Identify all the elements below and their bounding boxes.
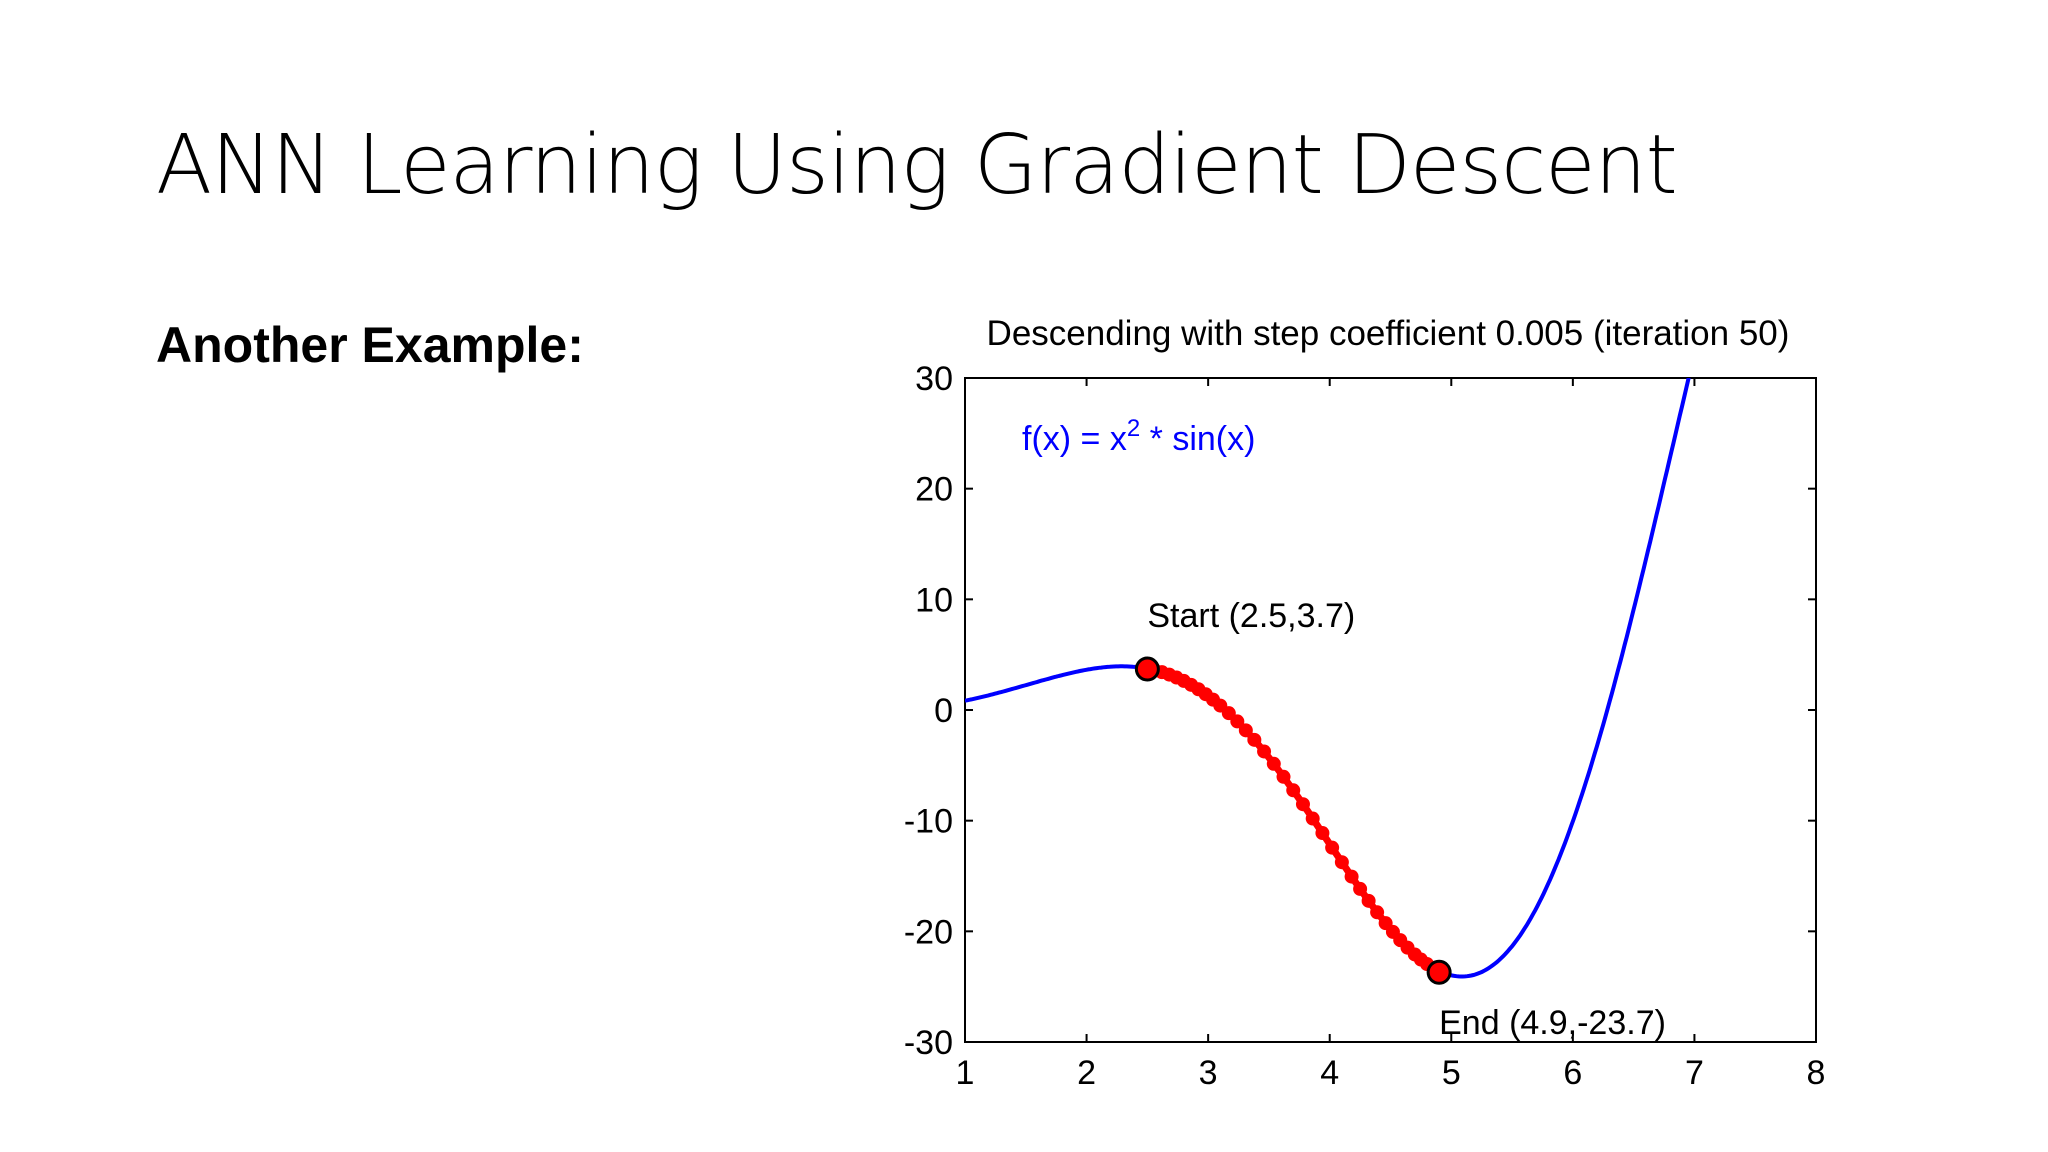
- start-label: Start (2.5,3.7): [1147, 597, 1355, 635]
- descent-step-marker: [1286, 783, 1301, 798]
- y-tick-label: 10: [915, 581, 953, 619]
- function-label-prefix: f(x) = x: [1022, 420, 1127, 458]
- descent-step-marker: [1325, 840, 1340, 855]
- descent-step-marker: [1230, 714, 1245, 729]
- y-tick-label: 30: [915, 360, 953, 398]
- chart-title: Descending with step coefficient 0.005 (…: [987, 314, 1790, 353]
- start-marker: [1134, 656, 1160, 682]
- x-tick-label: 5: [1442, 1054, 1461, 1092]
- function-label: f(x) = x2 * sin(x): [1022, 415, 1255, 458]
- descent-step-marker: [1334, 855, 1349, 870]
- y-tick-label: -20: [904, 913, 953, 951]
- descent-step-marker: [1238, 723, 1253, 738]
- descent-step-marker: [1315, 826, 1330, 841]
- descent-step-marker: [1361, 893, 1376, 908]
- plot-frame: [964, 377, 1817, 1043]
- end-label: End (4.9,-23.7): [1439, 1004, 1666, 1042]
- x-tick-label: 6: [1563, 1054, 1582, 1092]
- x-tick-label: 4: [1320, 1054, 1339, 1092]
- subheading: Another Example:: [156, 317, 584, 373]
- function-curve: [965, 378, 1691, 979]
- x-tick-label: 7: [1685, 1054, 1704, 1092]
- x-tick-label: 1: [956, 1054, 975, 1092]
- function-label-exponent: 2: [1127, 415, 1140, 442]
- descent-step-marker: [1266, 756, 1281, 771]
- y-tick-label: -30: [904, 1024, 953, 1062]
- slide-title: ANN Learning Using Gradient Descent: [156, 118, 1678, 213]
- x-tick-label: 2: [1077, 1054, 1096, 1092]
- descent-step-marker: [1276, 769, 1291, 784]
- plot-area: 1 2 3 4 5 6 7 8 30 20 10 0 -10 -20 -30 Start (2.5,3.7) E…: [904, 360, 1826, 1092]
- descent-step-marker: [1257, 744, 1272, 759]
- y-tick-label: 20: [915, 471, 953, 509]
- descent-step-marker: [1370, 905, 1385, 920]
- x-tick-label: 3: [1199, 1054, 1218, 1092]
- end-marker: [1426, 959, 1452, 985]
- descent-step-marker: [1305, 811, 1320, 826]
- function-label-suffix: * sin(x): [1140, 420, 1255, 458]
- y-tick-label: 0: [934, 692, 953, 730]
- descent-step-marker: [1295, 797, 1310, 812]
- y-tick-label: -10: [904, 803, 953, 841]
- descent-step-marker: [1353, 881, 1368, 896]
- x-tick-label: 8: [1807, 1054, 1826, 1092]
- descent-step-marker: [1344, 869, 1359, 884]
- descent-step-marker: [1247, 732, 1262, 747]
